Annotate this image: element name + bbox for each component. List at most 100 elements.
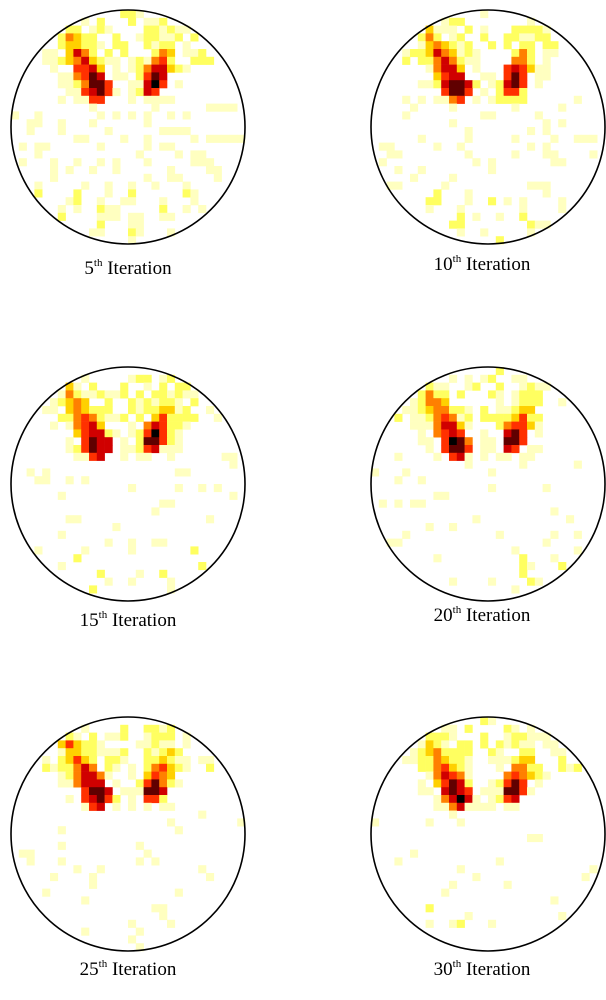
heatmap-cell xyxy=(221,452,230,461)
heatmap-cell xyxy=(511,413,520,422)
heatmap-cell xyxy=(96,142,105,151)
heatmap-cell xyxy=(511,546,520,555)
heatmap-cell xyxy=(527,740,536,749)
heatmap-cell xyxy=(534,763,543,772)
heatmap-cell xyxy=(143,437,152,446)
heatmap-cell xyxy=(519,374,528,383)
heatmap-cell xyxy=(104,756,113,765)
heatmap-cell xyxy=(73,452,82,461)
heatmap-cell xyxy=(527,421,536,430)
heatmap-cell xyxy=(449,220,458,229)
heatmap-cell xyxy=(159,771,168,780)
heatmap-cell xyxy=(417,134,426,143)
heatmap-cell xyxy=(495,367,504,376)
heatmap-cell xyxy=(128,189,137,198)
heatmap-cell xyxy=(167,64,176,73)
heatmap-cell xyxy=(527,787,536,796)
heatmap-cell xyxy=(151,33,160,42)
heatmap-cell xyxy=(433,189,442,198)
heatmap-cell xyxy=(425,390,434,399)
heatmap-cell xyxy=(73,49,82,58)
heatmap-cell xyxy=(143,374,152,383)
heatmap-cell xyxy=(174,173,183,182)
heatmap-cell xyxy=(425,756,434,765)
heatmap-cell xyxy=(104,445,113,454)
heatmap-cell xyxy=(112,88,121,97)
heatmap-cell xyxy=(120,724,129,733)
heatmap-cell xyxy=(190,197,199,206)
heatmap-cell xyxy=(50,763,59,772)
heatmap-cell xyxy=(495,390,504,399)
heatmap-cell xyxy=(96,111,105,120)
heatmap-cell xyxy=(503,756,512,765)
heatmap-cell xyxy=(81,72,90,81)
heatmap-cell xyxy=(472,49,481,58)
heatmap-cell xyxy=(402,756,411,765)
heatmap-cell xyxy=(480,787,489,796)
heatmap-cell xyxy=(550,554,559,563)
heatmap-cell xyxy=(542,41,551,50)
heatmap-cell xyxy=(449,72,458,81)
heatmap-cell xyxy=(464,787,473,796)
heatmap-cell xyxy=(112,732,121,741)
heatmap-cell xyxy=(89,771,98,780)
heatmap-cell xyxy=(519,49,528,58)
heatmap-cell xyxy=(456,787,465,796)
heatmap-cell xyxy=(464,41,473,50)
heatmap-cell xyxy=(441,888,450,897)
heatmap-cell xyxy=(135,445,144,454)
heatmap-cell xyxy=(174,826,183,835)
heatmap-cell xyxy=(143,732,152,741)
heatmap-cell xyxy=(135,212,144,221)
heatmap-cell xyxy=(112,795,121,804)
heatmap-cell xyxy=(449,756,458,765)
heatmap-cell xyxy=(89,763,98,772)
heatmap-cell xyxy=(65,72,74,81)
heatmap-cell xyxy=(488,158,497,167)
heatmap-cell xyxy=(167,452,176,461)
heatmap-cell xyxy=(96,228,105,237)
heatmap-cell xyxy=(65,437,74,446)
heatmap-cell xyxy=(65,33,74,42)
heatmap-cell xyxy=(456,919,465,928)
heatmap-cell xyxy=(542,150,551,159)
heatmap-cell xyxy=(57,205,66,214)
heatmap-cell xyxy=(89,873,98,882)
heatmap-cell xyxy=(566,763,575,772)
caption: 5th Iteration xyxy=(84,258,171,280)
heatmap-cell xyxy=(410,398,419,407)
heatmap-cell xyxy=(503,771,512,780)
heatmap-cell xyxy=(402,111,411,120)
heatmap-cell xyxy=(527,577,536,586)
heatmap-cell xyxy=(42,763,51,772)
heatmap-cell xyxy=(73,771,82,780)
heatmap-cell xyxy=(550,748,559,757)
heatmap-cell xyxy=(143,56,152,65)
caption-ordinal: th xyxy=(98,958,108,970)
heatmap-cell xyxy=(174,80,183,89)
heatmap-cell xyxy=(425,445,434,454)
heatmap-cell xyxy=(449,88,458,97)
heatmap-cell xyxy=(480,10,489,19)
heatmap-cell xyxy=(135,437,144,446)
heatmap-cell xyxy=(89,33,98,42)
heatmap-cell xyxy=(394,538,403,547)
heatmap-cell xyxy=(174,763,183,772)
heatmap-cell xyxy=(89,795,98,804)
heatmap-cell xyxy=(394,166,403,175)
heatmap-cell xyxy=(65,413,74,422)
heatmap-cell xyxy=(441,491,450,500)
heatmap-cell xyxy=(104,413,113,422)
heatmap-cell xyxy=(456,763,465,772)
heatmap-cell xyxy=(417,33,426,42)
heatmap-cell xyxy=(143,452,152,461)
heatmap-cell xyxy=(464,724,473,733)
heatmap-cell xyxy=(550,134,559,143)
heatmap-cell xyxy=(26,857,35,866)
heatmap-cell xyxy=(190,56,199,65)
heatmap-cell xyxy=(65,197,74,206)
heatmap-cell xyxy=(65,166,74,175)
heatmap-cell xyxy=(81,406,90,415)
heatmap-cell xyxy=(50,398,59,407)
heatmap-cell xyxy=(558,748,567,757)
